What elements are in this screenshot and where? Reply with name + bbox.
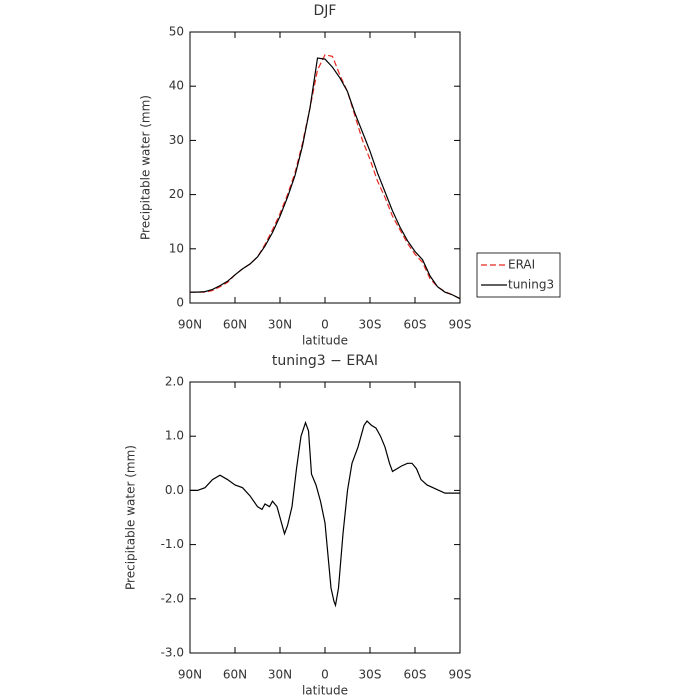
y-tick-label: 0.0 [165, 483, 184, 497]
y-tick-label: 30 [169, 133, 184, 147]
x-tick-label: 90N [178, 318, 202, 332]
x-tick-label: 60S [404, 668, 427, 682]
x-tick-label: 30N [268, 668, 292, 682]
data-line [190, 57, 461, 300]
legend-label: ERAI [508, 258, 535, 272]
legend-label: tuning3 [508, 278, 554, 292]
data-line [190, 54, 461, 300]
chart-title: DJF [314, 3, 337, 19]
x-tick-label: 30S [359, 668, 382, 682]
x-axis-label: latitude [302, 684, 348, 698]
plot-frame [189, 31, 461, 304]
y-axis-label: Precipitable water (mm) [124, 445, 138, 590]
y-tick-label: -1.0 [161, 537, 184, 551]
chart-title: tuning3 − ERAI [272, 353, 378, 369]
y-axis-label: Precipitable water (mm) [139, 95, 153, 240]
y-tick-label: 2.0 [165, 375, 184, 389]
y-tick-label: 50 [169, 25, 184, 39]
x-tick-label: 90S [449, 668, 472, 682]
x-tick-label: 0 [321, 668, 329, 682]
plot-frame [189, 381, 461, 654]
x-tick-label: 90N [178, 668, 202, 682]
x-tick-label: 30N [268, 318, 292, 332]
x-tick-label: 60N [223, 668, 247, 682]
data-line [190, 420, 460, 608]
legend-box [476, 252, 561, 298]
x-tick-label: 30S [359, 318, 382, 332]
x-axis-label: latitude [302, 334, 348, 348]
x-tick-label: 0 [321, 318, 329, 332]
y-tick-label: 0 [176, 296, 184, 310]
y-tick-label: 1.0 [165, 429, 184, 443]
y-tick-label: 40 [169, 79, 184, 93]
x-tick-label: 60S [404, 318, 427, 332]
y-tick-label: -2.0 [161, 591, 184, 605]
x-tick-label: 90S [449, 318, 472, 332]
y-tick-label: 10 [169, 241, 184, 255]
y-tick-label: 20 [169, 187, 184, 201]
x-tick-label: 60N [223, 318, 247, 332]
y-tick-label: -3.0 [161, 646, 184, 660]
